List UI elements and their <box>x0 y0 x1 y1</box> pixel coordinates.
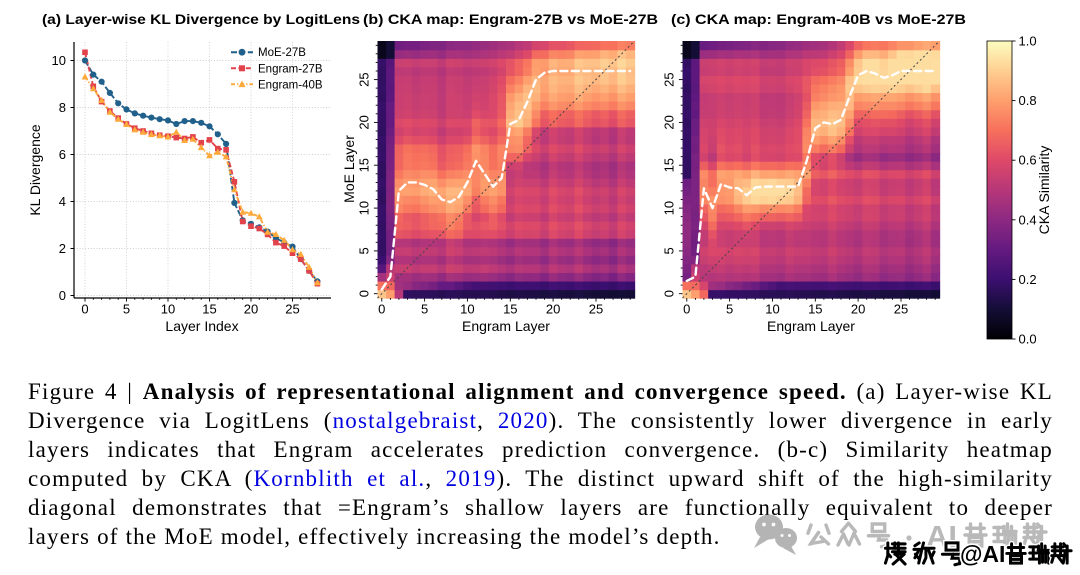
svg-text:Layer Index: Layer Index <box>165 318 238 334</box>
svg-text:8: 8 <box>59 100 66 115</box>
svg-text:(c) CKA map: Engram-40B vs MoE: (c) CKA map: Engram-40B vs MoE-27B <box>671 11 966 27</box>
svg-text:Engram Layer: Engram Layer <box>462 318 550 334</box>
svg-text:Engram-40B: Engram-40B <box>258 79 323 91</box>
svg-text:0.8: 0.8 <box>1019 93 1037 108</box>
svg-text:20: 20 <box>357 115 372 129</box>
svg-text:CKA Similarity: CKA Similarity <box>1036 146 1052 235</box>
svg-text:0.4: 0.4 <box>1019 212 1037 227</box>
svg-text:5: 5 <box>726 302 733 317</box>
svg-text:10: 10 <box>460 302 474 317</box>
svg-text:0: 0 <box>662 290 677 297</box>
svg-text:0.0: 0.0 <box>1019 332 1037 347</box>
svg-text:0.6: 0.6 <box>1019 153 1037 168</box>
svg-text:2: 2 <box>59 241 66 256</box>
svg-text:0: 0 <box>357 290 372 297</box>
svg-text:0: 0 <box>683 302 690 317</box>
svg-text:0: 0 <box>378 302 385 317</box>
svg-text:Engram-27B: Engram-27B <box>258 63 323 75</box>
svg-text:25: 25 <box>285 302 299 317</box>
svg-text:5: 5 <box>662 247 677 254</box>
svg-text:15: 15 <box>808 302 822 317</box>
svg-text:20: 20 <box>546 302 560 317</box>
svg-text:20: 20 <box>851 302 865 317</box>
svg-text:Engram Layer: Engram Layer <box>767 318 855 334</box>
svg-text:15: 15 <box>357 158 372 172</box>
svg-text:10: 10 <box>52 53 66 68</box>
svg-text:6: 6 <box>59 147 66 162</box>
svg-text:(b) CKA map: Engram-27B vs MoE: (b) CKA map: Engram-27B vs MoE-27B <box>363 11 658 27</box>
svg-text:@AI: @AI <box>960 541 1005 567</box>
svg-text:10: 10 <box>765 302 779 317</box>
svg-text:10: 10 <box>662 201 677 215</box>
svg-text:10: 10 <box>161 302 175 317</box>
svg-text:5: 5 <box>357 247 372 254</box>
svg-text:4: 4 <box>59 194 66 209</box>
svg-text:KL Divergence: KL Divergence <box>27 124 43 216</box>
svg-text:(a) Layer-wise KL Divergence b: (a) Layer-wise KL Divergence by LogitLen… <box>42 11 360 27</box>
svg-text:0: 0 <box>59 288 66 303</box>
svg-text:20: 20 <box>244 302 258 317</box>
svg-text:15: 15 <box>662 158 677 172</box>
svg-text:0: 0 <box>81 302 88 317</box>
svg-text:25: 25 <box>589 302 603 317</box>
svg-text:1.0: 1.0 <box>1019 34 1037 49</box>
svg-text:5: 5 <box>421 302 428 317</box>
svg-text:20: 20 <box>662 115 677 129</box>
svg-text:5: 5 <box>123 302 130 317</box>
svg-text:10: 10 <box>357 201 372 215</box>
svg-text:15: 15 <box>503 302 517 317</box>
svg-text:25: 25 <box>894 302 908 317</box>
svg-text:MoE Layer: MoE Layer <box>341 135 357 203</box>
svg-text:15: 15 <box>202 302 216 317</box>
svg-text:MoE-27B: MoE-27B <box>258 47 306 59</box>
svg-text:25: 25 <box>357 72 372 86</box>
svg-text:0.2: 0.2 <box>1019 272 1037 287</box>
svg-text:25: 25 <box>662 72 677 86</box>
